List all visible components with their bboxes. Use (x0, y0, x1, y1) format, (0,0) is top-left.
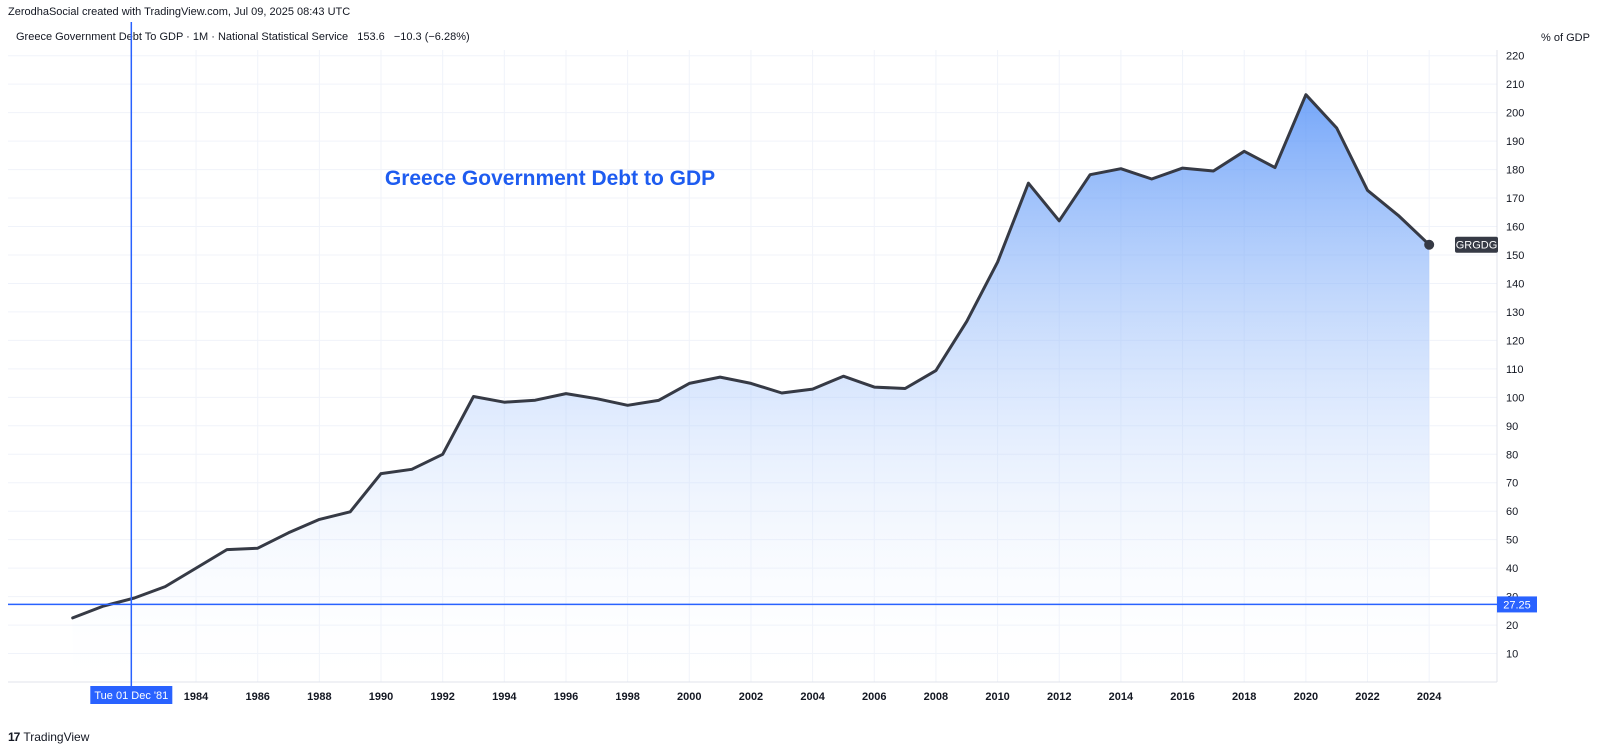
y-tick-label: 140 (1506, 278, 1524, 290)
series-line (71, 93, 1431, 620)
y-tick-label: 20 (1506, 620, 1518, 632)
y-tick-label: 40 (1506, 563, 1518, 575)
y-tick-label: 200 (1506, 108, 1524, 120)
crosshair-price-label: 27.25 (1503, 599, 1531, 611)
x-tick-label: 2016 (1170, 691, 1194, 703)
y-tick-label: 220 (1506, 51, 1524, 63)
last-point-marker: GRGDG (1424, 236, 1498, 253)
x-tick-label: 1992 (430, 691, 454, 703)
series-tag-badge (1455, 236, 1498, 253)
x-tick-label: 2012 (1047, 691, 1071, 703)
chart-title-annotation: Greece Government Debt to GDP (385, 167, 715, 190)
series-polyline (71, 93, 1431, 620)
x-tick-labels: 1984 1986 1988 1990 1992 1994 1996 1998 2000 2002… (184, 691, 1442, 703)
y-tick-label: 120 (1506, 335, 1524, 347)
y-tick-label: 130 (1506, 307, 1524, 319)
legend-last-value: 153.6 (357, 31, 385, 43)
x-tick-label: 2010 (985, 691, 1009, 703)
x-tick-label: 1990 (369, 691, 393, 703)
series-legend[interactable]: Greece Government Debt To GDP · 1M · Nat… (16, 31, 470, 43)
crosshair-date-label: Tue 01 Dec '81 (94, 690, 168, 702)
x-tick-label: 1996 (554, 691, 578, 703)
unit-label[interactable]: % of GDP (1536, 29, 1595, 47)
attribution-text: ZerodhaSocial created with TradingView.c… (8, 6, 351, 18)
area-fill (72, 94, 1430, 682)
last-point-dot (1424, 239, 1435, 250)
y-tick-label: 100 (1506, 392, 1524, 404)
tradingview-branding[interactable]: 17 TradingView (8, 730, 89, 744)
x-tick-label: 2018 (1232, 691, 1256, 703)
crosshair: Tue 01 Dec '81 27.25 (8, 22, 1537, 704)
tradingview-logo-icon: 17 (8, 730, 20, 744)
y-tick-label: 150 (1506, 250, 1524, 262)
x-tick-label: 2002 (739, 691, 763, 703)
y-tick-label: 80 (1506, 449, 1518, 461)
y-tick-labels: 1020304050607080901001101201301401501601… (1506, 51, 1524, 661)
legend-change: −10.3 (−6.28%) (393, 31, 470, 43)
x-tick-label: 1988 (307, 691, 331, 703)
x-tick-label: 1986 (245, 691, 269, 703)
series-tag-label: GRGDG (1456, 240, 1498, 252)
x-tick-label: 2000 (677, 691, 701, 703)
y-tick-label: 60 (1506, 506, 1518, 518)
axes (8, 50, 1498, 683)
y-tick-label: 50 (1506, 535, 1518, 547)
x-tick-label: 2004 (800, 691, 825, 703)
x-tick-label: 2008 (924, 691, 948, 703)
y-tick-label: 160 (1506, 222, 1524, 234)
x-tick-label: 2022 (1355, 691, 1379, 703)
y-tick-label: 190 (1506, 136, 1524, 148)
x-tick-label: 2024 (1417, 691, 1442, 703)
y-tick-label: 70 (1506, 478, 1518, 490)
y-tick-label: 180 (1506, 165, 1524, 177)
crosshair-date-badge (90, 686, 173, 704)
x-tick-label: 2020 (1294, 691, 1318, 703)
brand-name: TradingView (23, 730, 90, 744)
area-path (72, 94, 1430, 682)
x-tick-label: 2014 (1109, 691, 1134, 703)
y-tick-label: 90 (1506, 421, 1518, 433)
x-tick-label: 1994 (492, 691, 517, 703)
y-tick-label: 10 (1506, 649, 1518, 661)
crosshair-price-badge (1497, 596, 1537, 613)
y-tick-label: 110 (1506, 364, 1524, 376)
x-tick-label: 1984 (184, 691, 209, 703)
y-tick-label: 210 (1506, 79, 1524, 91)
legend-title: Greece Government Debt To GDP · 1M · Nat… (16, 31, 349, 43)
x-tick-label: 1998 (615, 691, 639, 703)
y-tick-label: 170 (1506, 193, 1524, 205)
x-tick-label: 2006 (862, 691, 886, 703)
